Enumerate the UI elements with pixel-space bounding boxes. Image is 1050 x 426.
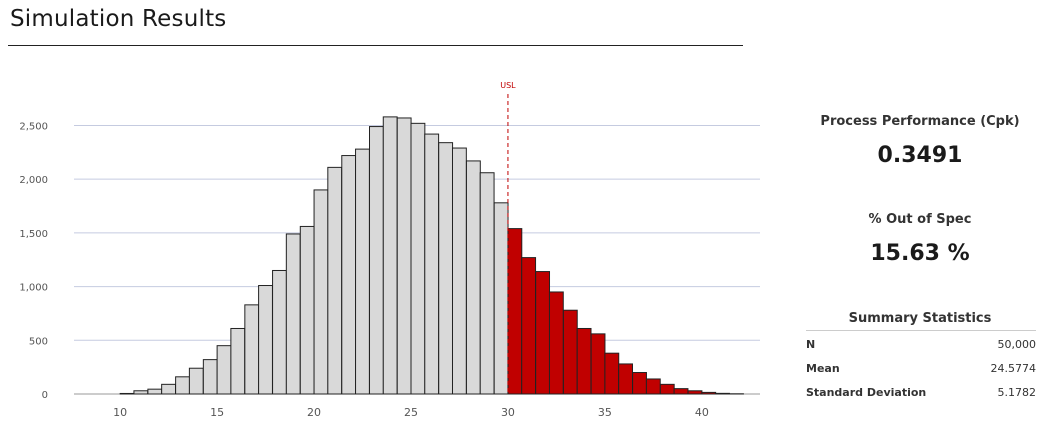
histogram-bar [161,383,177,395]
histogram-bar-out-of-spec [659,383,675,395]
y-tick-label: 500 [29,336,48,347]
stat-label: Mean [806,362,840,375]
histogram-bar [133,390,149,395]
y-tick-label: 1,000 [19,283,48,294]
histogram-bar [493,202,509,395]
histogram-bar [327,166,343,395]
x-tick-label: 25 [404,406,418,419]
usl-label: USL [500,81,516,90]
y-axis-ticks: 0 500 1,000 1,500 2,000 2,500 [19,121,48,401]
histogram-bar [438,142,454,395]
histogram-bar-out-of-spec [604,352,620,395]
y-tick-label: 0 [42,390,48,401]
out-of-spec-label: % Out of Spec [868,212,972,227]
histogram-bar-out-of-spec [548,291,564,395]
stat-value: 5.1782 [997,386,1037,399]
histogram-bar [202,359,218,395]
title-divider [8,45,743,46]
histogram-bar [355,148,370,395]
stat-row-mean: Mean 24.5774 [806,362,1036,380]
stat-value: 24.5774 [990,362,1037,375]
x-tick-label: 20 [307,406,321,419]
histogram-bar [341,155,357,395]
histogram-bar [369,126,384,395]
page-title: Simulation Results [10,6,227,32]
histogram-bar [119,392,135,395]
summary-statistics-title: Summary Statistics [848,311,992,326]
histogram-bar [230,327,246,395]
histogram-bar-out-of-spec [507,228,523,395]
histogram-bar [188,367,204,395]
stat-label: Standard Deviation [806,386,927,399]
histogram-bar [244,304,260,395]
histogram-bar [175,376,190,395]
x-tick-label: 10 [113,406,127,419]
stat-label: N [806,338,816,351]
histogram-bar [382,116,398,395]
usl-marker: USL [500,81,516,394]
out-of-spec-value: 15.63 % [870,241,970,266]
histogram-bars [119,116,744,395]
cpk-label: Process Performance (Cpk) [820,114,1020,129]
histogram-bar-out-of-spec [562,309,578,395]
histogram-bar [147,388,163,395]
histogram-bar-out-of-spec [521,257,537,395]
histogram-bar-out-of-spec [590,333,606,395]
histogram-bar-out-of-spec [673,388,689,395]
histogram-bar-out-of-spec [715,392,730,395]
histogram-bar [258,285,273,395]
x-tick-label: 15 [210,406,224,419]
summary-divider [806,330,1036,331]
histogram-bar-out-of-spec [535,271,551,395]
y-tick-label: 1,500 [19,229,48,240]
stat-value: 50,000 [997,338,1037,351]
stat-row-std-dev: Standard Deviation 5.1782 [806,386,1036,404]
x-tick-label: 30 [501,406,515,419]
histogram-bar [424,133,440,395]
histogram-bar-out-of-spec [687,390,703,395]
y-tick-label: 2,000 [19,175,48,186]
histogram-bar [465,160,481,395]
histogram-bar-out-of-spec [701,391,717,395]
histogram-bar [285,233,301,395]
x-axis-ticks: 10 15 20 25 30 35 40 [113,406,709,419]
histogram-bar-out-of-spec [632,372,647,395]
histogram-bar-out-of-spec [618,363,633,395]
histogram-bar [396,117,412,395]
cpk-value: 0.3491 [877,143,963,168]
histogram-bar-out-of-spec [645,378,661,395]
x-tick-label: 40 [695,406,709,419]
histogram-bar [451,147,467,395]
x-tick-label: 35 [598,406,612,419]
histogram-bar-out-of-spec [576,327,592,395]
histogram-bar [299,225,315,395]
histogram-bar [216,345,232,395]
histogram-bar [272,269,287,395]
histogram-bar [410,122,426,395]
stat-row-n: N 50,000 [806,338,1036,356]
histogram-bar [479,172,495,395]
y-tick-label: 2,500 [19,121,48,132]
histogram-bar [313,189,329,395]
